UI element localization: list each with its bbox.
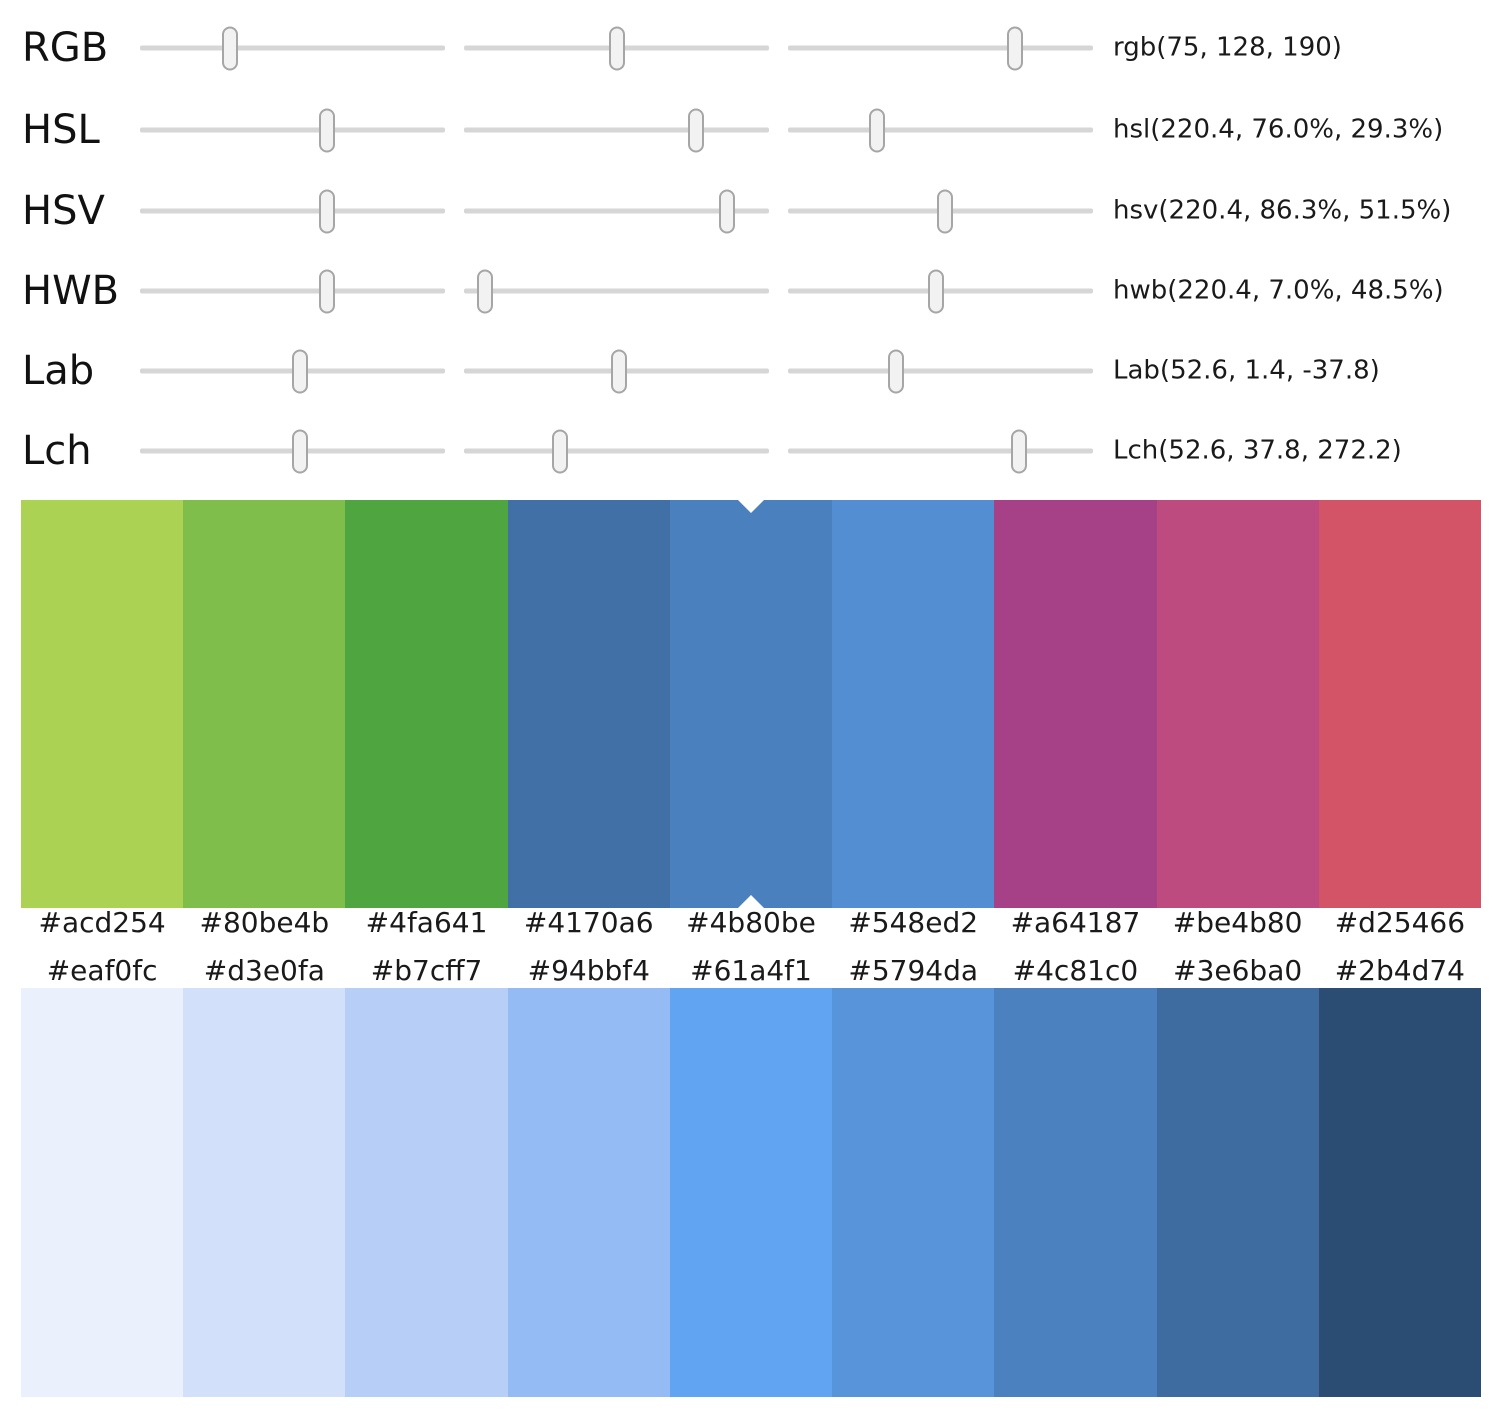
palette-top-swatch-2[interactable] <box>345 500 508 908</box>
hwb-row-label: HWB <box>22 268 120 314</box>
hex-label: #acd254 <box>38 906 166 939</box>
rgb-slider-r[interactable] <box>140 26 445 70</box>
hex-label: #4b80be <box>686 906 816 939</box>
palette-bottom-swatch-3[interactable] <box>507 988 670 1397</box>
selection-notch-bottom-icon <box>737 895 764 908</box>
hex-label: #4fa641 <box>365 906 488 939</box>
hex-label: #a64187 <box>1010 906 1141 939</box>
lab-slider-l-thumb[interactable] <box>292 349 309 393</box>
slider-row-rgb: RGB rgb(75, 128, 190) <box>0 18 1501 78</box>
hsv-slider-h-thumb[interactable] <box>318 189 335 233</box>
hsl-row-label: HSL <box>22 107 100 153</box>
lch-slider-h-thumb[interactable] <box>1010 429 1027 473</box>
hwb-slider-b-thumb[interactable] <box>927 269 944 313</box>
rgb-value-text: rgb(75, 128, 190) <box>1113 32 1342 63</box>
rgb-row-label: RGB <box>22 25 109 71</box>
hwb-value-text: hwb(220.4, 7.0%, 48.5%) <box>1113 275 1444 306</box>
hsl-slider-h-thumb[interactable] <box>318 108 335 152</box>
palette-top-swatch-4-selected[interactable] <box>669 500 833 908</box>
lab-row-label: Lab <box>22 348 95 394</box>
hex-label: #eaf0fc <box>46 954 158 987</box>
lch-row-label: Lch <box>22 428 92 474</box>
hex-label: #4170a6 <box>523 906 654 939</box>
hex-label: #94bbf4 <box>527 954 650 987</box>
palette-top-swatch-0[interactable] <box>21 500 184 908</box>
palette-bottom-hex-labels: #eaf0fc #d3e0fa #b7cff7 #94bbf4 #61a4f1 … <box>21 951 1481 991</box>
hex-label: #b7cff7 <box>370 954 483 987</box>
palette-top-swatch-1[interactable] <box>183 500 346 908</box>
lab-slider-a[interactable] <box>464 349 769 393</box>
palette-bottom-swatch-4[interactable] <box>669 988 833 1397</box>
slider-row-hwb: HWB hwb(220.4, 7.0%, 48.5%) <box>0 261 1501 321</box>
lch-value-text: Lch(52.6, 37.8, 272.2) <box>1113 435 1402 466</box>
rgb-slider-r-thumb[interactable] <box>221 26 238 70</box>
hex-label: #3e6ba0 <box>1173 954 1303 987</box>
palette-top-swatch-5[interactable] <box>832 500 995 908</box>
palette-bottom-swatch-5[interactable] <box>832 988 995 1397</box>
lch-slider-c-thumb[interactable] <box>552 429 569 473</box>
palette-top-swatch-7[interactable] <box>1156 500 1319 908</box>
hex-label: #80be4b <box>199 906 330 939</box>
rgb-slider-b-thumb[interactable] <box>1007 26 1024 70</box>
palette-top <box>21 500 1481 908</box>
palette-top-swatch-8[interactable] <box>1318 500 1481 908</box>
hsv-slider-s[interactable] <box>464 189 769 233</box>
slider-row-hsv: HSV hsv(220.4, 86.3%, 51.5%) <box>0 181 1501 241</box>
hwb-slider-b[interactable] <box>788 269 1093 313</box>
lch-slider-h[interactable] <box>788 429 1093 473</box>
lab-slider-b-thumb[interactable] <box>887 349 904 393</box>
hsl-slider-l-thumb[interactable] <box>869 108 886 152</box>
hwb-slider-w-thumb[interactable] <box>477 269 494 313</box>
lch-slider-c[interactable] <box>464 429 769 473</box>
hwb-slider-h[interactable] <box>140 269 445 313</box>
palette-top-swatch-3[interactable] <box>507 500 670 908</box>
hsl-slider-s-thumb[interactable] <box>687 108 704 152</box>
rgb-slider-g-thumb[interactable] <box>609 26 626 70</box>
hsl-slider-s[interactable] <box>464 108 769 152</box>
palette-bottom-swatch-0[interactable] <box>21 988 184 1397</box>
palette-bottom-swatch-6[interactable] <box>994 988 1157 1397</box>
palette-top-hex-labels: #acd254 #80be4b #4fa641 #4170a6 #4b80be … <box>21 903 1481 943</box>
rgb-slider-g[interactable] <box>464 26 769 70</box>
palette-bottom-swatch-8[interactable] <box>1318 988 1481 1397</box>
hex-label: #548ed2 <box>848 906 979 939</box>
hsl-value-text: hsl(220.4, 76.0%, 29.3%) <box>1113 114 1444 145</box>
hwb-slider-h-thumb[interactable] <box>318 269 335 313</box>
lch-slider-l-thumb[interactable] <box>292 429 309 473</box>
palette-top-swatch-6[interactable] <box>994 500 1157 908</box>
hsl-slider-h[interactable] <box>140 108 445 152</box>
hex-label: #2b4d74 <box>1334 954 1465 987</box>
hsl-slider-l[interactable] <box>788 108 1093 152</box>
hsv-slider-h[interactable] <box>140 189 445 233</box>
lab-slider-b[interactable] <box>788 349 1093 393</box>
rgb-slider-b[interactable] <box>788 26 1093 70</box>
palette-bottom-swatch-1[interactable] <box>183 988 346 1397</box>
lch-slider-l[interactable] <box>140 429 445 473</box>
hex-label: #5794da <box>848 954 979 987</box>
hex-label: #d3e0fa <box>203 954 325 987</box>
hex-label: #4c81c0 <box>1012 954 1139 987</box>
hex-label: #be4b80 <box>1172 906 1303 939</box>
slider-row-lch: Lch Lch(52.6, 37.8, 272.2) <box>0 421 1501 481</box>
palette-bottom <box>21 988 1481 1397</box>
slider-row-lab: Lab Lab(52.6, 1.4, -37.8) <box>0 341 1501 401</box>
hsv-value-text: hsv(220.4, 86.3%, 51.5%) <box>1113 195 1452 226</box>
slider-row-hsl: HSL hsl(220.4, 76.0%, 29.3%) <box>0 100 1501 160</box>
palette-bottom-swatch-7[interactable] <box>1156 988 1319 1397</box>
hsv-slider-v[interactable] <box>788 189 1093 233</box>
hex-label: #61a4f1 <box>690 954 812 987</box>
hsv-slider-v-thumb[interactable] <box>937 189 954 233</box>
hsv-slider-s-thumb[interactable] <box>719 189 736 233</box>
selection-notch-top-icon <box>737 500 764 513</box>
lab-slider-l[interactable] <box>140 349 445 393</box>
hsv-row-label: HSV <box>22 188 105 234</box>
hwb-slider-w[interactable] <box>464 269 769 313</box>
hex-label: #d25466 <box>1334 906 1466 939</box>
palette-bottom-swatch-2[interactable] <box>345 988 508 1397</box>
lab-slider-a-thumb[interactable] <box>610 349 627 393</box>
lab-value-text: Lab(52.6, 1.4, -37.8) <box>1113 355 1380 386</box>
